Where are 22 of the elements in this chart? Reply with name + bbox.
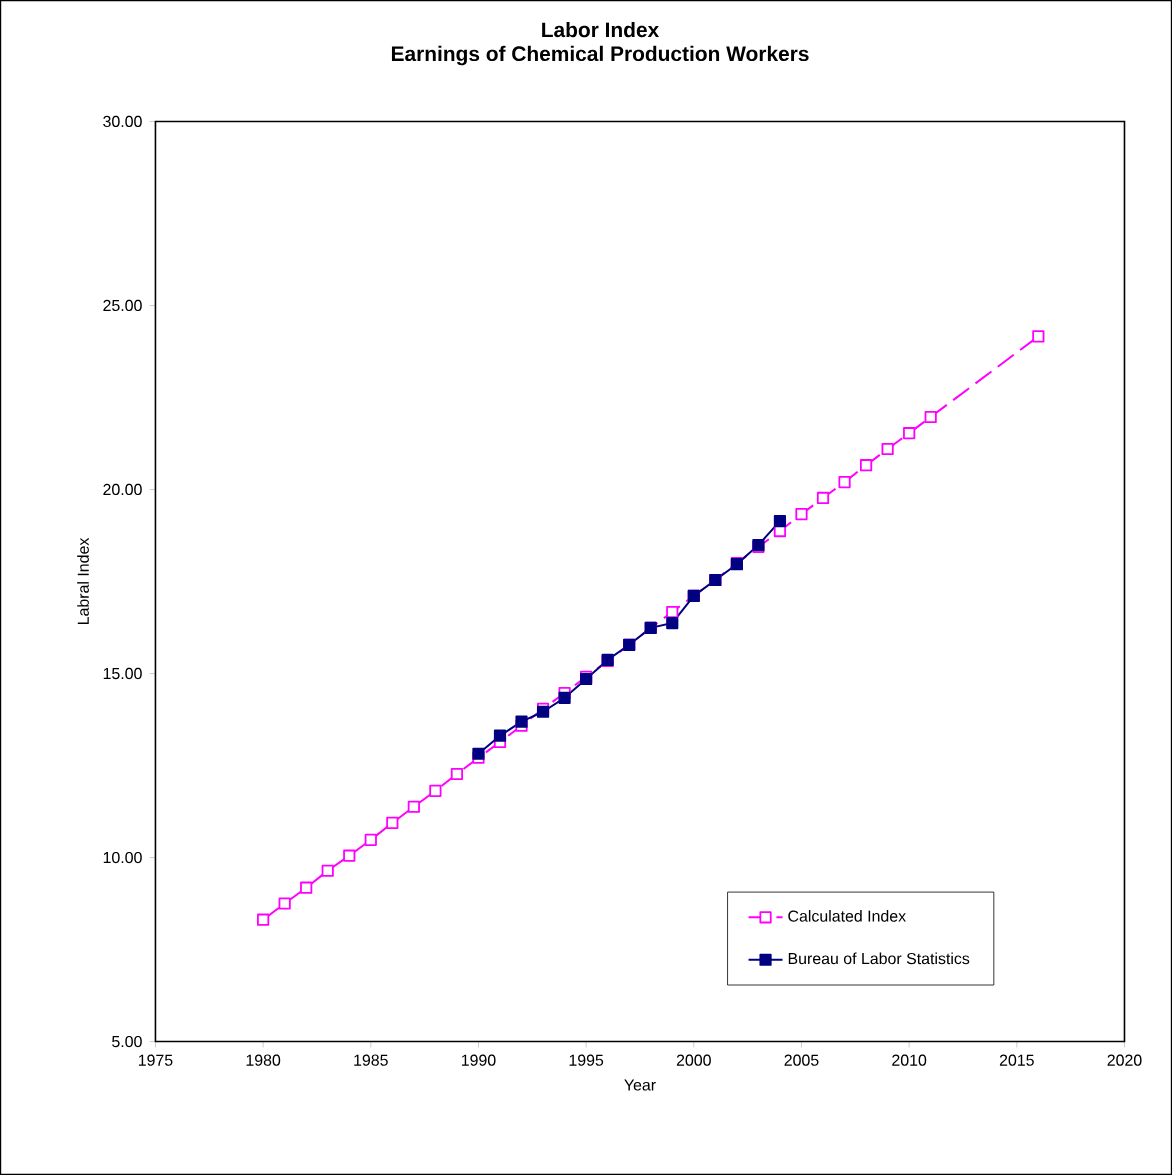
x-tick-label: 1985 xyxy=(354,1054,388,1066)
chart-subtitle: Earnings of Chemical Production Workers xyxy=(391,45,809,66)
x-tick-label: 2020 xyxy=(1107,1054,1142,1066)
x-tick-label: 2000 xyxy=(676,1054,711,1066)
y-tick-label: 20.00 xyxy=(103,483,142,496)
x-tick-label: 1975 xyxy=(138,1054,173,1066)
legend-label: Bureau of Labor Statistics xyxy=(788,952,970,965)
x-axis-title: Year xyxy=(624,1079,656,1091)
y-axis-title: Labral Index xyxy=(77,537,89,624)
x-tick-label: 2010 xyxy=(892,1054,927,1066)
legend-label: Calculated Index xyxy=(788,910,906,922)
y-tick-label: 25.00 xyxy=(103,299,142,312)
chart-title: Labor Index xyxy=(542,21,660,38)
x-tick-label: 1990 xyxy=(461,1054,496,1066)
x-tick-label: 1980 xyxy=(246,1054,281,1066)
y-tick-label: 15.00 xyxy=(103,667,142,680)
x-tick-label: 2015 xyxy=(999,1054,1034,1066)
y-tick-label: 5.00 xyxy=(112,1035,142,1048)
x-tick-label: 2005 xyxy=(784,1054,819,1066)
y-tick-label: 30.00 xyxy=(103,115,142,128)
y-tick-label: 10.00 xyxy=(103,851,142,864)
x-tick-label: 1995 xyxy=(569,1054,604,1066)
